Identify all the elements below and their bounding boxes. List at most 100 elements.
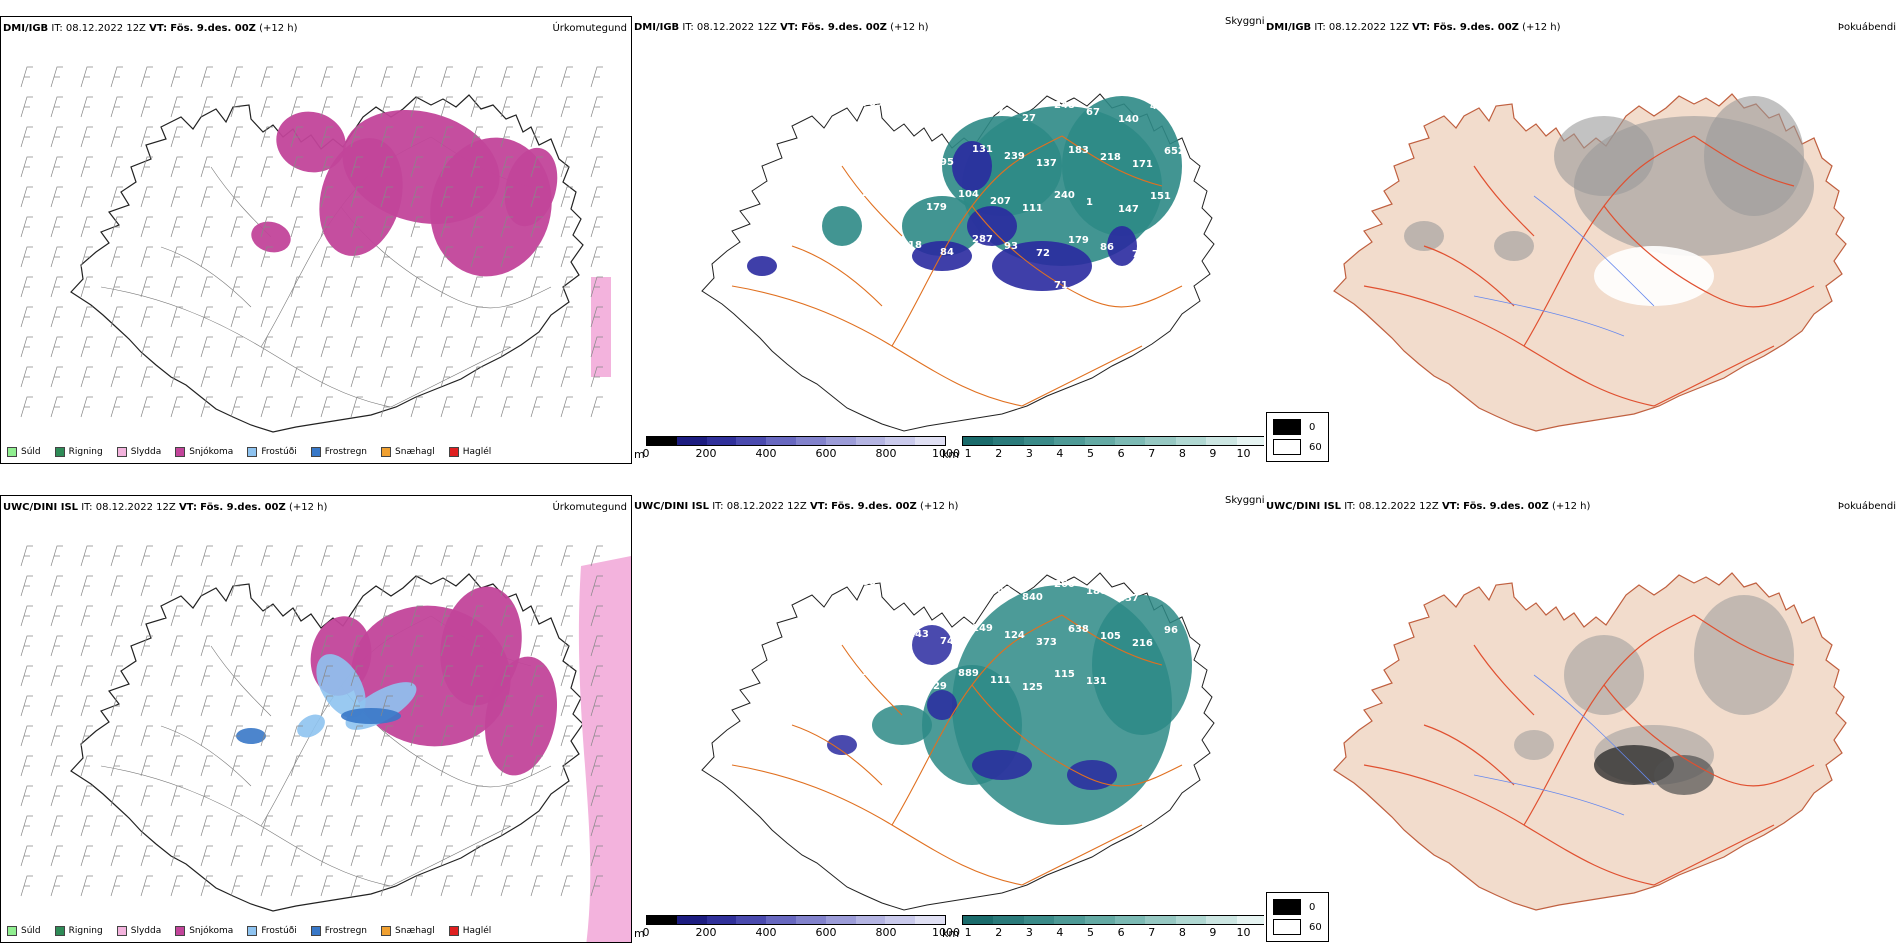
wind-barb bbox=[380, 246, 393, 268]
panel-type-title: Þokuábendi bbox=[1837, 501, 1896, 512]
wind-barb bbox=[140, 396, 153, 418]
wind-barb bbox=[110, 845, 123, 867]
wind-barb bbox=[500, 785, 513, 807]
wind-barb bbox=[50, 545, 63, 567]
wind-barb bbox=[140, 126, 153, 148]
wind-barb bbox=[170, 665, 183, 687]
visibility-label: 67 bbox=[1086, 107, 1100, 118]
wind-barb bbox=[290, 96, 303, 118]
visibility-label: 414 bbox=[1150, 101, 1171, 112]
visibility-label: 89 bbox=[894, 285, 908, 296]
wind-barb bbox=[80, 845, 93, 867]
legend-label: Slydda bbox=[130, 447, 162, 457]
visibility-label: 261 bbox=[894, 195, 915, 206]
wind-barb bbox=[500, 246, 513, 268]
wind-barb bbox=[410, 306, 423, 328]
visibility-label: 80 bbox=[862, 577, 876, 588]
visibility-label: 121 bbox=[894, 674, 915, 685]
field-blob bbox=[236, 728, 266, 744]
visibility-label: 147 bbox=[1118, 204, 1139, 215]
colorbar-tick: 200 bbox=[695, 447, 717, 460]
wind-barb bbox=[320, 725, 333, 747]
wind-barb bbox=[260, 186, 273, 208]
wind-barb bbox=[590, 815, 603, 837]
wind-barb bbox=[470, 755, 483, 777]
wind-barb bbox=[380, 815, 393, 837]
wind-barb bbox=[140, 156, 153, 178]
wind-barb bbox=[110, 156, 123, 178]
wind-barb bbox=[170, 366, 183, 388]
colorbar-tick: 5 bbox=[1087, 447, 1095, 460]
visibility-label: 124 bbox=[1004, 630, 1025, 641]
wind-barb bbox=[440, 66, 453, 88]
iceland-map: 80 727 104 140 660 840 266 180 837 240 204 143 741 14… bbox=[701, 572, 1215, 911]
field-blob bbox=[1107, 226, 1137, 266]
wind-barb bbox=[380, 156, 393, 178]
legend-label: Rigning bbox=[68, 926, 103, 936]
wind-barb bbox=[290, 66, 303, 88]
wind-barb bbox=[320, 575, 333, 597]
visibility-label: 105 bbox=[1100, 631, 1121, 642]
wind-barb bbox=[80, 276, 93, 298]
precip-legend: Súld Rigning Slydda Snjókoma Frostúði Frostre… bbox=[7, 447, 491, 457]
colorbar-tick: 8 bbox=[1178, 926, 1186, 939]
wind-barb bbox=[590, 545, 603, 567]
road-line bbox=[1473, 644, 1535, 716]
panel-type-title: Úrkomutegund bbox=[552, 502, 627, 513]
wind-barb bbox=[560, 755, 573, 777]
wind-barb bbox=[440, 216, 453, 238]
wind-barb bbox=[260, 635, 273, 657]
wind-barb bbox=[560, 875, 573, 897]
wind-barb bbox=[350, 755, 363, 777]
colorbar-tick: 800 bbox=[875, 926, 897, 939]
wind-barb bbox=[140, 246, 153, 268]
wind-barb bbox=[80, 66, 93, 88]
legend-item: Slydda bbox=[116, 926, 161, 936]
wind-barb bbox=[140, 186, 153, 208]
wind-barb bbox=[470, 366, 483, 388]
road-line bbox=[100, 286, 392, 408]
wind-barb bbox=[440, 665, 453, 687]
wind-barb bbox=[410, 96, 423, 118]
road-line bbox=[160, 246, 252, 308]
visibility-label: 709 bbox=[862, 98, 883, 109]
wind-barb bbox=[110, 126, 123, 148]
visibility-label: 638 bbox=[1068, 624, 1089, 635]
field-blob bbox=[1092, 595, 1192, 735]
wind-barb bbox=[290, 605, 303, 627]
wind-barb bbox=[50, 186, 63, 208]
wind-barb bbox=[320, 755, 333, 777]
colorbar-tick: 600 bbox=[815, 447, 837, 460]
visibility-label: 115 bbox=[1054, 669, 1075, 680]
wind-barb bbox=[170, 545, 183, 567]
wind-barb bbox=[590, 635, 603, 657]
panel-title: UWC/DINI ISL IT: 08.12.2022 12Z VT: Fös.… bbox=[3, 502, 328, 513]
road-line bbox=[1423, 724, 1515, 786]
wind-barb bbox=[440, 575, 453, 597]
wind-barb bbox=[320, 276, 333, 298]
field-blob bbox=[902, 196, 982, 256]
wind-barb bbox=[320, 845, 333, 867]
wind-barb bbox=[380, 396, 393, 418]
legend-label: Haglél bbox=[462, 926, 492, 936]
wind-barb bbox=[500, 306, 513, 328]
wind-barb bbox=[410, 605, 423, 627]
wind-barb bbox=[380, 336, 393, 358]
colorbar-tick: 4 bbox=[1056, 926, 1064, 939]
colorbar-tick: 0 bbox=[642, 926, 650, 939]
wind-barb bbox=[560, 665, 573, 687]
wind-barb bbox=[200, 635, 213, 657]
wind-barb bbox=[320, 306, 333, 328]
field-blob bbox=[747, 256, 777, 276]
wind-barb bbox=[170, 605, 183, 627]
wind-barb bbox=[230, 306, 243, 328]
wind-barb bbox=[230, 785, 243, 807]
precip-legend: Súld Rigning Slydda Snjókoma Frostúði Frostre… bbox=[7, 926, 491, 936]
wind-barb bbox=[110, 336, 123, 358]
wind-barb bbox=[500, 665, 513, 687]
height-colorbar: 0 200 400 600 800 1000 bbox=[643, 436, 960, 460]
wind-barb bbox=[560, 216, 573, 238]
wind-barb bbox=[590, 186, 603, 208]
visibility-label: 92 bbox=[876, 143, 890, 154]
wind-barb bbox=[140, 725, 153, 747]
